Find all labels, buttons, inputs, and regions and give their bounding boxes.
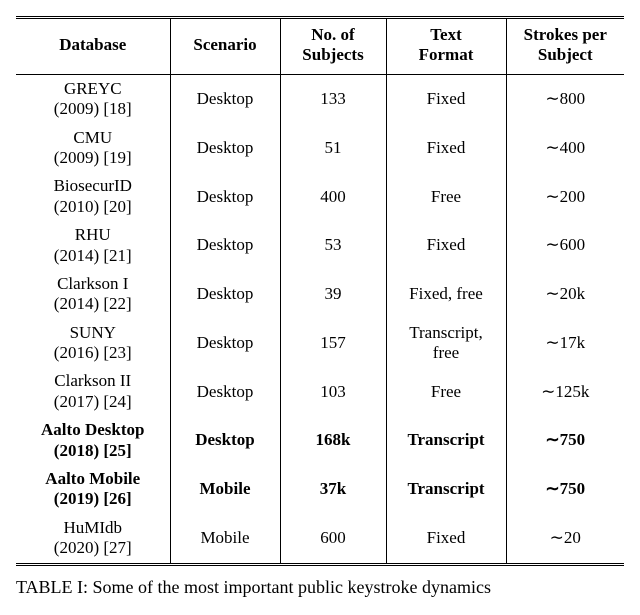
db-year: (2018) [25] xyxy=(20,441,166,461)
cell-subjects: 133 xyxy=(280,74,386,123)
cell-scenario: Desktop xyxy=(170,367,280,416)
db-name: GREYC xyxy=(20,79,166,99)
db-name: HuMIdb xyxy=(20,518,166,538)
col-format-l1: Text xyxy=(430,25,462,44)
cell-scenario: Mobile xyxy=(170,465,280,514)
db-name: RHU xyxy=(20,225,166,245)
cell-subjects: 39 xyxy=(280,270,386,319)
cell-database: RHU(2014) [21] xyxy=(16,221,170,270)
cell-strokes: ∼200 xyxy=(506,172,624,221)
db-year: (2016) [23] xyxy=(20,343,166,363)
cell-database: HuMIdb(2020) [27] xyxy=(16,514,170,564)
cell-database: CMU(2009) [19] xyxy=(16,124,170,173)
table-row: Clarkson II(2017) [24]Desktop103Free∼125… xyxy=(16,367,624,416)
table-row: Aalto Mobile(2019) [26]Mobile37kTranscri… xyxy=(16,465,624,514)
caption-label: TABLE I: xyxy=(16,577,88,597)
table-row: CMU(2009) [19]Desktop51Fixed∼400 xyxy=(16,124,624,173)
cell-strokes: ∼20k xyxy=(506,270,624,319)
db-year: (2014) [21] xyxy=(20,246,166,266)
cell-scenario: Desktop xyxy=(170,221,280,270)
cell-scenario: Desktop xyxy=(170,319,280,368)
table-row: SUNY(2016) [23]Desktop157Transcript,free… xyxy=(16,319,624,368)
col-subjects-l2: Subjects xyxy=(302,45,363,64)
db-name: Aalto Desktop xyxy=(20,420,166,440)
table-caption: TABLE I: Some of the most important publ… xyxy=(16,576,624,599)
table-row: Clarkson I(2014) [22]Desktop39Fixed, fre… xyxy=(16,270,624,319)
table-row: GREYC(2009) [18]Desktop133Fixed∼800 xyxy=(16,74,624,123)
db-year: (2019) [26] xyxy=(20,489,166,509)
cell-subjects: 600 xyxy=(280,514,386,564)
cell-format: Free xyxy=(386,367,506,416)
cell-format: Fixed xyxy=(386,74,506,123)
cell-subjects: 168k xyxy=(280,416,386,465)
table-row: RHU(2014) [21]Desktop53Fixed∼600 xyxy=(16,221,624,270)
cell-strokes: ∼125k xyxy=(506,367,624,416)
table-row: BiosecurID(2010) [20]Desktop400Free∼200 xyxy=(16,172,624,221)
cell-subjects: 103 xyxy=(280,367,386,416)
db-name: Aalto Mobile xyxy=(20,469,166,489)
col-scenario-label: Scenario xyxy=(193,35,256,54)
col-database: Database xyxy=(16,18,170,75)
table-body: GREYC(2009) [18]Desktop133Fixed∼800CMU(2… xyxy=(16,74,624,564)
cell-format: Transcript xyxy=(386,465,506,514)
cell-format: Transcript xyxy=(386,416,506,465)
db-year: (2009) [19] xyxy=(20,148,166,168)
col-subjects-l1: No. of xyxy=(311,25,354,44)
cell-database: BiosecurID(2010) [20] xyxy=(16,172,170,221)
cell-database: GREYC(2009) [18] xyxy=(16,74,170,123)
db-year: (2009) [18] xyxy=(20,99,166,119)
cell-subjects: 157 xyxy=(280,319,386,368)
table-row: HuMIdb(2020) [27]Mobile600Fixed∼20 xyxy=(16,514,624,564)
cell-strokes: ∼400 xyxy=(506,124,624,173)
cell-strokes: ∼17k xyxy=(506,319,624,368)
cell-format: Fixed, free xyxy=(386,270,506,319)
db-name: BiosecurID xyxy=(20,176,166,196)
col-format-l2: Format xyxy=(419,45,474,64)
cell-format: Fixed xyxy=(386,221,506,270)
db-name: Clarkson II xyxy=(20,371,166,391)
cell-subjects: 51 xyxy=(280,124,386,173)
cell-scenario: Desktop xyxy=(170,416,280,465)
cell-scenario: Desktop xyxy=(170,270,280,319)
db-name: SUNY xyxy=(20,323,166,343)
cell-subjects: 400 xyxy=(280,172,386,221)
cell-database: Aalto Mobile(2019) [26] xyxy=(16,465,170,514)
cell-strokes: ∼600 xyxy=(506,221,624,270)
db-year: (2010) [20] xyxy=(20,197,166,217)
db-year: (2017) [24] xyxy=(20,392,166,412)
cell-database: Clarkson I(2014) [22] xyxy=(16,270,170,319)
col-strokes-l1: Strokes per xyxy=(524,25,607,44)
cell-database: Aalto Desktop(2018) [25] xyxy=(16,416,170,465)
db-name: Clarkson I xyxy=(20,274,166,294)
caption-text: Some of the most important public keystr… xyxy=(88,577,491,597)
col-subjects: No. of Subjects xyxy=(280,18,386,75)
db-year: (2020) [27] xyxy=(20,538,166,558)
col-database-label: Database xyxy=(59,35,126,54)
db-year: (2014) [22] xyxy=(20,294,166,314)
cell-format: Transcript,free xyxy=(386,319,506,368)
cell-strokes: ∼20 xyxy=(506,514,624,564)
col-scenario: Scenario xyxy=(170,18,280,75)
cell-database: SUNY(2016) [23] xyxy=(16,319,170,368)
cell-strokes: ∼800 xyxy=(506,74,624,123)
col-strokes-l2: Subject xyxy=(538,45,593,64)
cell-scenario: Mobile xyxy=(170,514,280,564)
cell-subjects: 53 xyxy=(280,221,386,270)
cell-scenario: Desktop xyxy=(170,74,280,123)
cell-format: Free xyxy=(386,172,506,221)
cell-strokes: ∼750 xyxy=(506,465,624,514)
cell-scenario: Desktop xyxy=(170,172,280,221)
col-strokes: Strokes per Subject xyxy=(506,18,624,75)
db-name: CMU xyxy=(20,128,166,148)
table-row: Aalto Desktop(2018) [25]Desktop168kTrans… xyxy=(16,416,624,465)
cell-strokes: ∼750 xyxy=(506,416,624,465)
cell-format: Fixed xyxy=(386,124,506,173)
cell-subjects: 37k xyxy=(280,465,386,514)
table-header-row: Database Scenario No. of Subjects Text F… xyxy=(16,18,624,75)
cell-database: Clarkson II(2017) [24] xyxy=(16,367,170,416)
table: Database Scenario No. of Subjects Text F… xyxy=(16,16,624,566)
col-text-format: Text Format xyxy=(386,18,506,75)
cell-scenario: Desktop xyxy=(170,124,280,173)
cell-format: Fixed xyxy=(386,514,506,564)
